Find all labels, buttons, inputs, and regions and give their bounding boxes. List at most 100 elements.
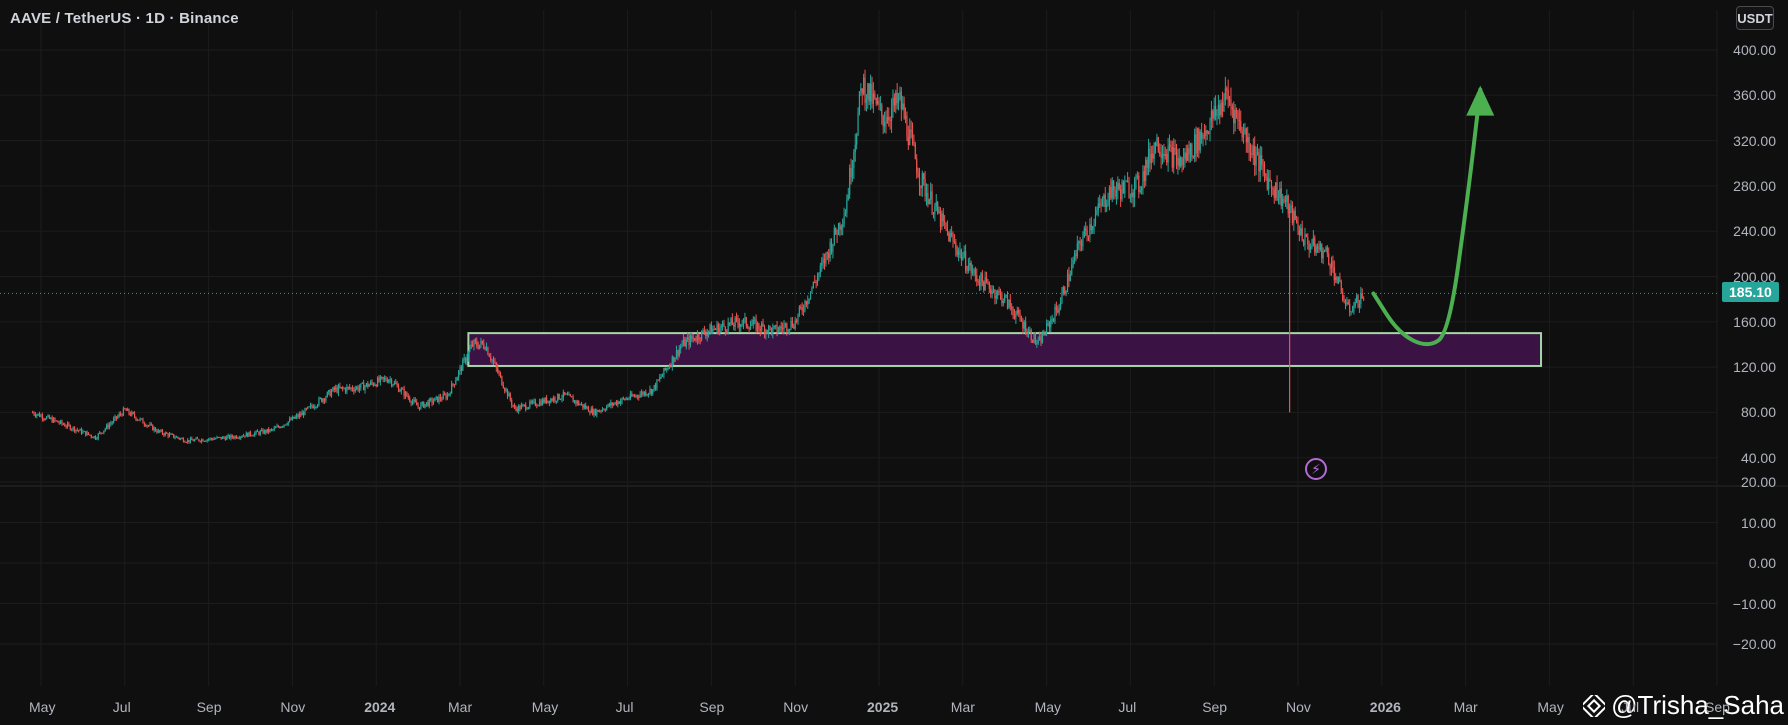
time-tick-label: 2026 <box>1369 699 1401 715</box>
candle-body <box>983 281 985 291</box>
candle-body <box>645 391 647 396</box>
candle-body <box>783 325 785 330</box>
candle-body <box>459 367 461 372</box>
candle-body <box>917 173 919 178</box>
candle-body <box>490 356 492 360</box>
candle-body <box>580 403 583 405</box>
candle-body <box>114 416 116 419</box>
candle-body <box>742 319 745 324</box>
candle-body <box>484 347 486 350</box>
candle-body <box>1064 287 1066 294</box>
candle-body <box>752 319 754 325</box>
candle-body <box>945 222 947 229</box>
candle-body <box>231 435 233 438</box>
candle-body <box>289 418 291 422</box>
watermark-text: @Trisha_Saha <box>1611 690 1784 720</box>
candle-body <box>1129 196 1131 198</box>
candle-body <box>740 324 742 327</box>
candle-body <box>992 289 995 292</box>
candle-body <box>409 397 411 402</box>
candle-body <box>1316 246 1319 248</box>
candle-body <box>1192 156 1194 158</box>
symbol-title: AAVE / TetherUS · 1D · Binance <box>10 10 239 27</box>
candle-body <box>198 439 200 441</box>
candle-body <box>103 430 105 433</box>
candle-body <box>133 413 136 417</box>
candle-body <box>906 115 908 137</box>
candle-body <box>97 433 99 439</box>
candle-body <box>80 429 83 434</box>
candle-body <box>828 252 830 258</box>
candle-body <box>995 295 997 299</box>
candle-body <box>129 413 131 416</box>
candle-body <box>120 413 122 415</box>
candle-body <box>1152 153 1154 159</box>
candle-body <box>90 435 92 437</box>
candle-body <box>287 421 289 425</box>
candle-body <box>34 414 37 417</box>
candle-body <box>1245 128 1247 143</box>
candle-body <box>520 405 523 410</box>
candle-body <box>1008 299 1010 308</box>
candle-body <box>36 414 38 417</box>
candle-body <box>701 330 703 340</box>
candle-body <box>791 320 794 327</box>
candle-body <box>515 407 517 409</box>
time-tick-label: Sep <box>699 699 725 715</box>
candle-body <box>439 396 442 400</box>
candle-body <box>1079 241 1081 245</box>
candle-body <box>1312 237 1314 246</box>
candle-body <box>203 440 206 442</box>
candle-body <box>541 399 544 406</box>
candle-body <box>268 428 270 432</box>
candle-body <box>811 287 813 292</box>
candle-body <box>870 83 872 102</box>
lightning-icon[interactable]: ⚡ <box>1305 458 1327 480</box>
candle-body <box>1255 154 1257 166</box>
candle-body <box>706 332 708 337</box>
candle-body <box>297 415 299 418</box>
candle-body <box>1015 314 1017 319</box>
candle-body <box>117 416 119 419</box>
candle-body <box>230 435 232 439</box>
candle-body <box>551 399 553 401</box>
candle-body <box>258 431 260 435</box>
candle-body <box>1361 293 1363 299</box>
candle-body <box>386 380 388 383</box>
candle-body <box>284 424 287 426</box>
candle-body <box>342 387 344 389</box>
candle-body <box>365 383 368 387</box>
candle-body <box>1318 247 1320 250</box>
candle-body <box>191 438 193 441</box>
candle-body <box>1114 190 1116 197</box>
candle-body <box>421 401 423 404</box>
candle-body <box>277 425 280 427</box>
candle-body <box>1311 245 1313 247</box>
candle-body <box>624 398 626 400</box>
candle-body <box>1164 153 1166 156</box>
candle-body <box>255 430 257 433</box>
candle-body <box>603 409 605 411</box>
candle-body <box>406 392 408 397</box>
candle-body <box>720 325 722 328</box>
candle-body <box>988 282 990 289</box>
candle-body <box>235 435 238 439</box>
candle-body <box>550 399 552 403</box>
candle-body <box>1011 306 1013 310</box>
candle-body <box>1127 180 1129 182</box>
candle-body <box>525 404 527 410</box>
candle-body <box>437 396 439 403</box>
candle-body <box>650 389 652 394</box>
candle-body <box>168 433 171 437</box>
candle-body <box>661 375 664 377</box>
candle-body <box>233 437 235 439</box>
candles <box>32 69 1365 444</box>
candle-body <box>952 235 954 242</box>
candle-body <box>444 393 446 395</box>
candle-body <box>1205 130 1207 137</box>
candle-body <box>508 393 510 397</box>
candle-body <box>318 398 320 405</box>
candle-body <box>939 210 942 228</box>
currency-button[interactable]: USDT <box>1736 6 1774 30</box>
